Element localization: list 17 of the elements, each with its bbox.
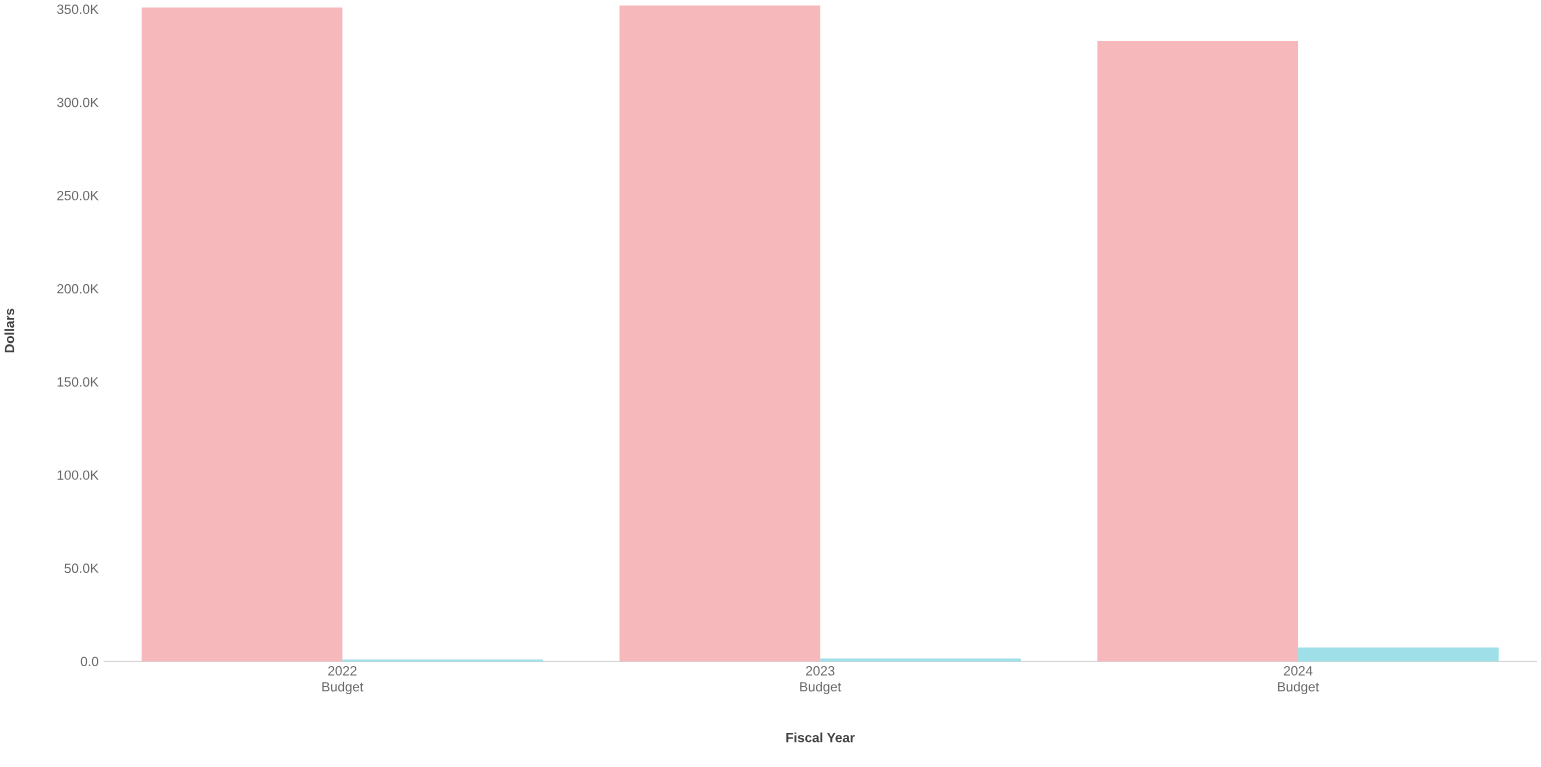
bar — [619, 5, 821, 662]
x-tick-label: 2023 Budget — [800, 666, 842, 695]
y-tick-label: 300.0K — [57, 97, 99, 108]
x-tick-label: 2022 Budget — [322, 666, 364, 695]
y-tick-label: 350.0K — [57, 4, 99, 14]
bar — [1097, 40, 1299, 662]
bar — [1298, 647, 1499, 662]
x-axis-title: Fiscal Year — [786, 732, 855, 743]
bar — [141, 7, 343, 662]
y-tick-label: 100.0K — [57, 470, 99, 480]
y-tick-label: 0.0 — [80, 656, 99, 667]
y-tick-label: 250.0K — [57, 190, 99, 201]
y-tick-label: 50.0K — [64, 563, 99, 573]
x-tick-label: 2024 Budget — [1278, 666, 1320, 695]
y-axis-title: Dollars — [4, 308, 15, 353]
y-tick-label: 200.0K — [57, 284, 99, 294]
y-tick-label: 150.0K — [57, 377, 99, 387]
